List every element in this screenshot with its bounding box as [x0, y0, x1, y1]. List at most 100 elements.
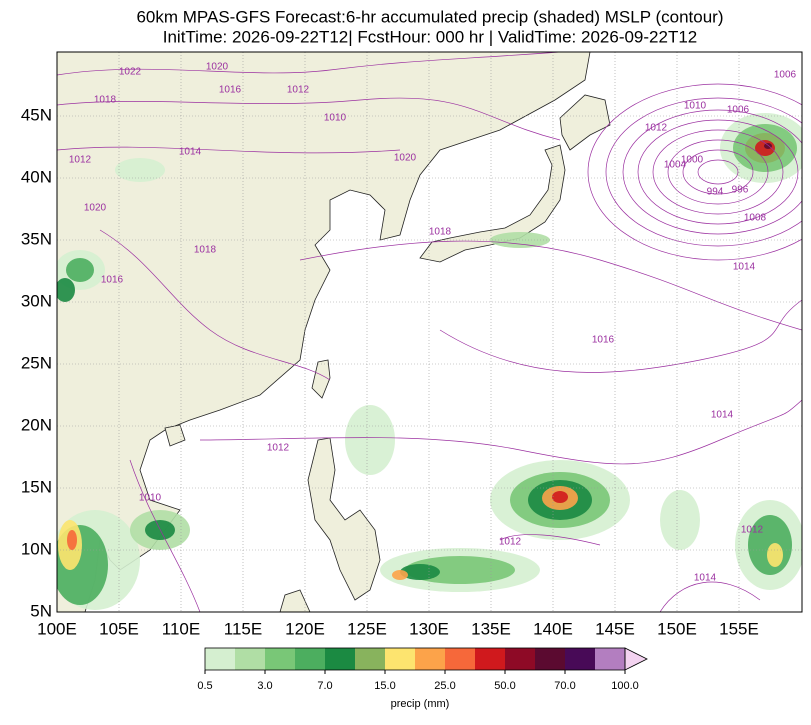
x-tick-label: 110E [162, 619, 200, 638]
x-tick-label: 120E [285, 619, 325, 638]
contour-label: 1020 [84, 203, 107, 214]
isobar [57, 52, 561, 76]
contour-label: 996 [732, 185, 749, 196]
x-tick-label: 155E [719, 619, 759, 638]
contour-label: 1014 [733, 262, 756, 273]
contour-label: 1014 [711, 410, 734, 421]
colorbar-swatch [325, 648, 355, 670]
contour-label: 1004 [664, 160, 687, 171]
precip-area [660, 490, 700, 550]
map-frame [56, 51, 803, 613]
colorbar-tick-label: 15.0 [374, 680, 395, 692]
precip-area [764, 143, 772, 149]
precip-area [552, 491, 568, 503]
precip-area [400, 564, 440, 580]
isobar [99, 229, 331, 381]
isobar [659, 581, 761, 612]
precip-area [755, 140, 775, 156]
contour-label: 1006 [727, 105, 750, 116]
colorbar-swatch [295, 648, 325, 670]
colorbar-label: precip (mm) [391, 698, 450, 710]
x-tick-label: 130E [409, 619, 449, 638]
contour-label: 1006 [774, 70, 797, 81]
precip-area [767, 543, 783, 567]
subtitle: InitTime: 2026-09-22T12| FcstHour: 000 h… [163, 27, 698, 46]
map-area: 1022 1020 1016 1012 1018 1010 1014 1020 1012 1020… [57, 52, 802, 612]
contour-label: 1018 [194, 245, 217, 256]
x-tick-label: 115E [224, 619, 262, 638]
colorbar-tick-label: 50.0 [494, 680, 515, 692]
isobar [57, 97, 561, 141]
y-tick-label: 30N [21, 291, 52, 310]
contour-label: 1010 [139, 493, 162, 504]
land [279, 589, 311, 612]
contour-label: 1000 [681, 155, 704, 166]
isobar [199, 399, 802, 465]
colorbar-swatch [475, 648, 505, 670]
colorbar-tick-label: 70.0 [554, 680, 575, 692]
contour-label: 1010 [684, 101, 707, 112]
colorbar-swatch [265, 648, 295, 670]
x-tick-label: 135E [471, 619, 511, 638]
land [307, 437, 381, 601]
contour-label: 1016 [219, 85, 242, 96]
contour-label: 1014 [694, 573, 717, 584]
x-tick-label: 125E [347, 619, 387, 638]
contour-label: 1012 [287, 85, 310, 96]
isobar [622, 109, 802, 235]
y-tick-label: 25N [21, 353, 52, 372]
colorbar-tick-label: 7.0 [317, 680, 332, 692]
contour-label: 1020 [206, 62, 229, 73]
colorbar-swatch [445, 648, 475, 670]
colorbar-swatch [595, 648, 625, 670]
isobar [697, 159, 739, 185]
contour-label: 1016 [101, 275, 124, 286]
contour-label: 1018 [429, 227, 452, 238]
y-tick-label: 15N [21, 477, 52, 496]
colorbar-swatch [385, 648, 415, 670]
contour-label: 1012 [499, 537, 522, 548]
y-tick-label: 35N [21, 229, 52, 248]
precip-area [115, 158, 165, 182]
precip-area [392, 570, 408, 580]
contour-label: 1010 [324, 113, 347, 124]
contour-label: 1014 [179, 147, 202, 158]
y-tick-label: 20N [21, 415, 52, 434]
isobar [682, 149, 754, 195]
isobar [57, 146, 401, 154]
isobar [129, 459, 201, 612]
contour-label: 1008 [744, 213, 767, 224]
contour-label: 1012 [741, 525, 764, 536]
x-tick-label: 145E [595, 619, 635, 638]
precip-area [66, 258, 94, 282]
isobar [637, 119, 799, 225]
colorbar-swatch [205, 648, 235, 670]
contour-label: 1012 [645, 123, 668, 134]
contour-label: 994 [707, 187, 724, 198]
colorbar-tick-label: 25.0 [434, 680, 455, 692]
x-tick-label: 100E [37, 619, 77, 638]
y-tick-label: 10N [21, 539, 52, 558]
precip-area [345, 405, 395, 475]
isobar [499, 534, 601, 546]
land [311, 359, 331, 399]
x-tick-label: 150E [657, 619, 697, 638]
x-tick-label: 105E [99, 619, 139, 638]
isobar [587, 83, 802, 261]
colorbar-frame [204, 647, 626, 671]
colorbar-tick-label: 100.0 [611, 680, 639, 692]
contour-label: 1012 [69, 155, 92, 166]
precip-area [67, 530, 77, 550]
isobar [605, 97, 802, 247]
x-tick-label: 140E [533, 619, 573, 638]
title: 60km MPAS-GFS Forecast:6-hr accumulated … [136, 7, 723, 26]
colorbar-tick-label: 3.0 [257, 680, 272, 692]
colorbar-swatch [535, 648, 565, 670]
land [559, 94, 611, 151]
colorbar-extend [624, 647, 648, 671]
y-tick-label: 45N [21, 105, 52, 124]
contour-label: 1022 [119, 67, 142, 78]
isobar [299, 240, 802, 331]
isobar [652, 129, 784, 215]
